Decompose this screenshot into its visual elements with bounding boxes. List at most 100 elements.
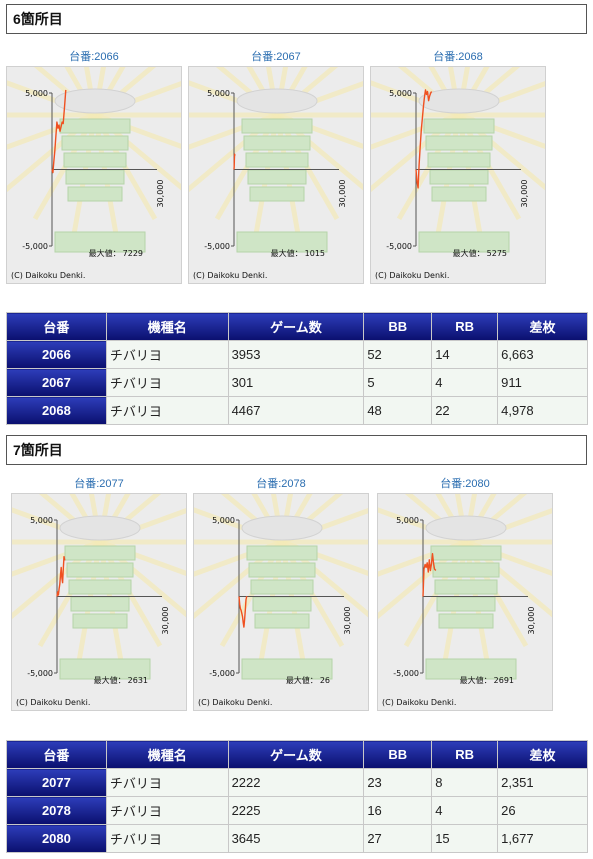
series-line xyxy=(415,89,433,189)
y-tick-label: -5,000 xyxy=(209,669,235,678)
background-artwork xyxy=(189,67,363,253)
table-row: 2078 チバリヨ 2225 16 4 26 xyxy=(6,796,588,825)
chart-caption: 台番:2078 xyxy=(256,478,306,490)
chart-caption: 台番:2067 xyxy=(251,51,301,63)
bb-count: 52 xyxy=(363,340,433,369)
header-model: 機種名 xyxy=(105,312,229,341)
header-games: ゲーム数 xyxy=(227,740,365,769)
header-rb: RB xyxy=(431,312,499,341)
y-tick-label: 5,000 xyxy=(25,89,48,98)
line-chart: 5,000 -5,000 30,000 xyxy=(7,67,181,253)
y-tick-label: -5,000 xyxy=(386,242,412,251)
chart-panel: 5,000 -5,000 30,000 最大値： 5275 (C) Daikoku D… xyxy=(370,66,546,284)
rb-count: 4 xyxy=(431,368,499,397)
copyright-text: (C) Daikoku Denki. xyxy=(16,698,91,707)
y-tick-label: 5,000 xyxy=(30,516,53,525)
copyright-text: (C) Daikoku Denki. xyxy=(11,271,86,280)
slot-chart-2067[interactable]: 台番:2067 5,000 -5,000 30,000 最大値： 1015 (C) D… xyxy=(188,48,364,284)
table-row: 2068 チバリヨ 4467 48 22 4,978 xyxy=(6,396,588,425)
chart-caption: 台番:2077 xyxy=(74,478,124,490)
rb-count: 15 xyxy=(431,824,499,853)
series-line xyxy=(422,553,437,597)
copyright-text: (C) Daikoku Denki. xyxy=(382,698,457,707)
table-header-row: 台番 機種名 ゲーム数 BB RB 差枚 xyxy=(6,740,588,769)
line-chart: 5,000 -5,000 30,000 xyxy=(371,67,545,253)
table-row: 2067 チバリヨ 301 5 4 911 xyxy=(6,368,588,397)
y-tick-label: 5,000 xyxy=(396,516,419,525)
y-tick-label: -5,000 xyxy=(27,669,53,678)
game-count: 2222 xyxy=(227,768,365,797)
game-count: 4467 xyxy=(227,396,365,425)
x-axis-label: 30,000 xyxy=(338,180,347,208)
table-row: 2080 チバリヨ 3645 27 15 1,677 xyxy=(6,824,588,853)
bb-count: 16 xyxy=(363,796,433,825)
game-count: 2225 xyxy=(227,796,365,825)
series-line xyxy=(233,153,236,170)
line-chart: 5,000 -5,000 30,000 xyxy=(194,494,368,680)
series-line xyxy=(56,556,66,597)
header-rb: RB xyxy=(431,740,499,769)
series-line xyxy=(238,595,248,628)
model-name: チバリヨ xyxy=(105,768,229,797)
table-row: 2077 チバリヨ 2222 23 8 2,351 xyxy=(6,768,588,797)
x-axis-label: 30,000 xyxy=(527,607,536,635)
y-tick-label: -5,000 xyxy=(22,242,48,251)
section-heading: 7箇所目 xyxy=(6,435,587,465)
coin-diff: 911 xyxy=(497,368,588,397)
series-line xyxy=(51,89,67,174)
rb-count: 22 xyxy=(431,396,499,425)
chart-panel: 5,000 -5,000 30,000 最大値： 2631 (C) Daikoku D… xyxy=(11,493,187,711)
background-artwork xyxy=(378,494,552,680)
coin-diff: 1,677 xyxy=(497,824,588,853)
chart-caption: 台番:2068 xyxy=(433,51,483,63)
slot-chart-2068[interactable]: 台番:2068 5,000 -5,000 30,000 最大値： 5275 (C) D… xyxy=(370,48,546,284)
x-axis-label: 30,000 xyxy=(161,607,170,635)
model-name: チバリヨ xyxy=(105,340,229,369)
chart-caption: 台番:2066 xyxy=(69,51,119,63)
unit-number: 2077 xyxy=(6,768,107,797)
unit-number: 2068 xyxy=(6,396,107,425)
slot-chart-2066[interactable]: 台番:2066 5,000 -5,000 30,000 最大値： 7229 (C) D… xyxy=(6,48,182,284)
header-diff: 差枚 xyxy=(497,740,588,769)
bb-count: 23 xyxy=(363,768,433,797)
y-tick-label: -5,000 xyxy=(393,669,419,678)
line-chart: 5,000 -5,000 30,000 xyxy=(189,67,363,253)
x-axis-label: 30,000 xyxy=(156,180,165,208)
section-heading: 6箇所目 xyxy=(6,4,587,34)
max-value-label: 最大値： 7229 xyxy=(88,249,143,258)
rb-count: 8 xyxy=(431,768,499,797)
chart-panel: 5,000 -5,000 30,000 最大値： 2691 (C) Daikoku D… xyxy=(377,493,553,711)
unit-number: 2066 xyxy=(6,340,107,369)
max-value-label: 最大値： 26 xyxy=(285,676,330,685)
unit-number: 2078 xyxy=(6,796,107,825)
max-value-label: 最大値： 5275 xyxy=(452,249,507,258)
y-tick-label: 5,000 xyxy=(212,516,235,525)
copyright-text: (C) Daikoku Denki. xyxy=(375,271,450,280)
model-name: チバリヨ xyxy=(105,824,229,853)
header-model: 機種名 xyxy=(105,740,229,769)
background-artwork xyxy=(371,67,545,253)
slot-chart-2078[interactable]: 台番:2078 5,000 -5,000 30,000 最大値： 26 (C) Dai… xyxy=(193,475,369,711)
slot-data-table: 台番 機種名 ゲーム数 BB RB 差枚 2077 チバリヨ 2222 23 8… xyxy=(6,740,588,853)
rb-count: 14 xyxy=(431,340,499,369)
slot-chart-2077[interactable]: 台番:2077 5,000 -5,000 30,000 最大値： 2631 (C) D… xyxy=(11,475,187,711)
table-header-row: 台番 機種名 ゲーム数 BB RB 差枚 xyxy=(6,312,588,341)
slot-data-table: 台番 機種名 ゲーム数 BB RB 差枚 2066 チバリヨ 3953 52 1… xyxy=(6,312,588,425)
chart-panel: 5,000 -5,000 30,000 最大値： 7229 (C) Daikoku D… xyxy=(6,66,182,284)
chart-caption: 台番:2080 xyxy=(440,478,490,490)
y-tick-label: 5,000 xyxy=(389,89,412,98)
slot-chart-2080[interactable]: 台番:2080 5,000 -5,000 30,000 最大値： 2691 (C) D… xyxy=(377,475,553,711)
chart-panel: 5,000 -5,000 30,000 最大値： 1015 (C) Daikoku D… xyxy=(188,66,364,284)
game-count: 3953 xyxy=(227,340,365,369)
y-tick-label: 5,000 xyxy=(207,89,230,98)
unit-number: 2067 xyxy=(6,368,107,397)
x-axis-label: 30,000 xyxy=(343,607,352,635)
coin-diff: 6,663 xyxy=(497,340,588,369)
background-artwork xyxy=(12,494,186,680)
copyright-text: (C) Daikoku Denki. xyxy=(193,271,268,280)
copyright-text: (C) Daikoku Denki. xyxy=(198,698,273,707)
bb-count: 27 xyxy=(363,824,433,853)
background-artwork xyxy=(7,67,181,253)
line-chart: 5,000 -5,000 30,000 xyxy=(12,494,186,680)
y-tick-label: -5,000 xyxy=(204,242,230,251)
